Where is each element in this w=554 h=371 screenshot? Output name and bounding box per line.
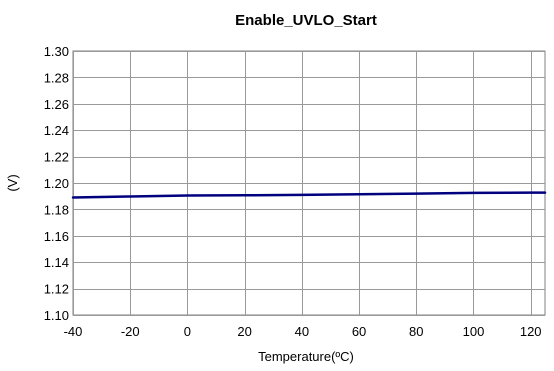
y-axis-ticks: 1.10 1.12 1.14 1.16 1.18 1.20 1.22 1.24 1.26 1.28… (44, 44, 69, 323)
y-tick-label-7: 1.24 (44, 123, 69, 138)
y-tick-label-3: 1.16 (44, 229, 69, 244)
y-tick-label-4: 1.18 (44, 202, 69, 217)
y-axis-label: (V) (5, 174, 20, 191)
x-tick-label-7: 100 (463, 324, 485, 339)
x-tick-label-5: 60 (352, 324, 366, 339)
series-line-0 (71, 191, 547, 199)
x-tick-label-1: -20 (121, 324, 140, 339)
y-tick-label-0: 1.10 (44, 308, 69, 323)
series-layer (71, 191, 547, 199)
x-tick-label-6: 80 (409, 324, 423, 339)
y-tick-label-10: 1.30 (44, 44, 69, 59)
gridlines (73, 51, 545, 316)
y-tick-label-6: 1.22 (44, 150, 69, 165)
x-tick-label-2: 0 (184, 324, 191, 339)
x-tick-label-3: 20 (237, 324, 251, 339)
x-axis-label: Temperature(ºC) (258, 349, 354, 364)
y-tick-label-5: 1.20 (44, 176, 69, 191)
x-axis-ticks: -40 -20 0 20 40 60 80 100 120 (64, 324, 542, 339)
y-tick-label-1: 1.12 (44, 282, 69, 297)
y-tick-label-2: 1.14 (44, 255, 69, 270)
chart-title: Enable_UVLO_Start (235, 12, 377, 29)
x-tick-label-8: 120 (520, 324, 542, 339)
x-tick-label-0: -40 (64, 324, 83, 339)
x-tick-label-4: 40 (295, 324, 309, 339)
y-tick-label-9: 1.28 (44, 70, 69, 85)
y-tick-label-8: 1.26 (44, 97, 69, 112)
